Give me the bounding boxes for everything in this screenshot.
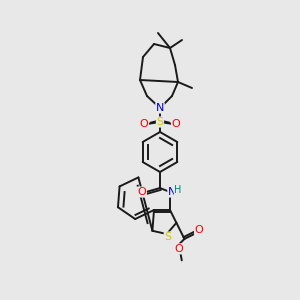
Text: H: H xyxy=(174,185,182,195)
Text: S: S xyxy=(156,117,164,127)
Text: O: O xyxy=(140,119,148,129)
Text: N: N xyxy=(168,187,176,197)
Text: O: O xyxy=(195,225,203,235)
Text: N: N xyxy=(156,103,164,113)
Text: O: O xyxy=(172,119,180,129)
Text: O: O xyxy=(174,244,183,254)
Text: O: O xyxy=(138,187,146,197)
Text: S: S xyxy=(164,232,171,242)
